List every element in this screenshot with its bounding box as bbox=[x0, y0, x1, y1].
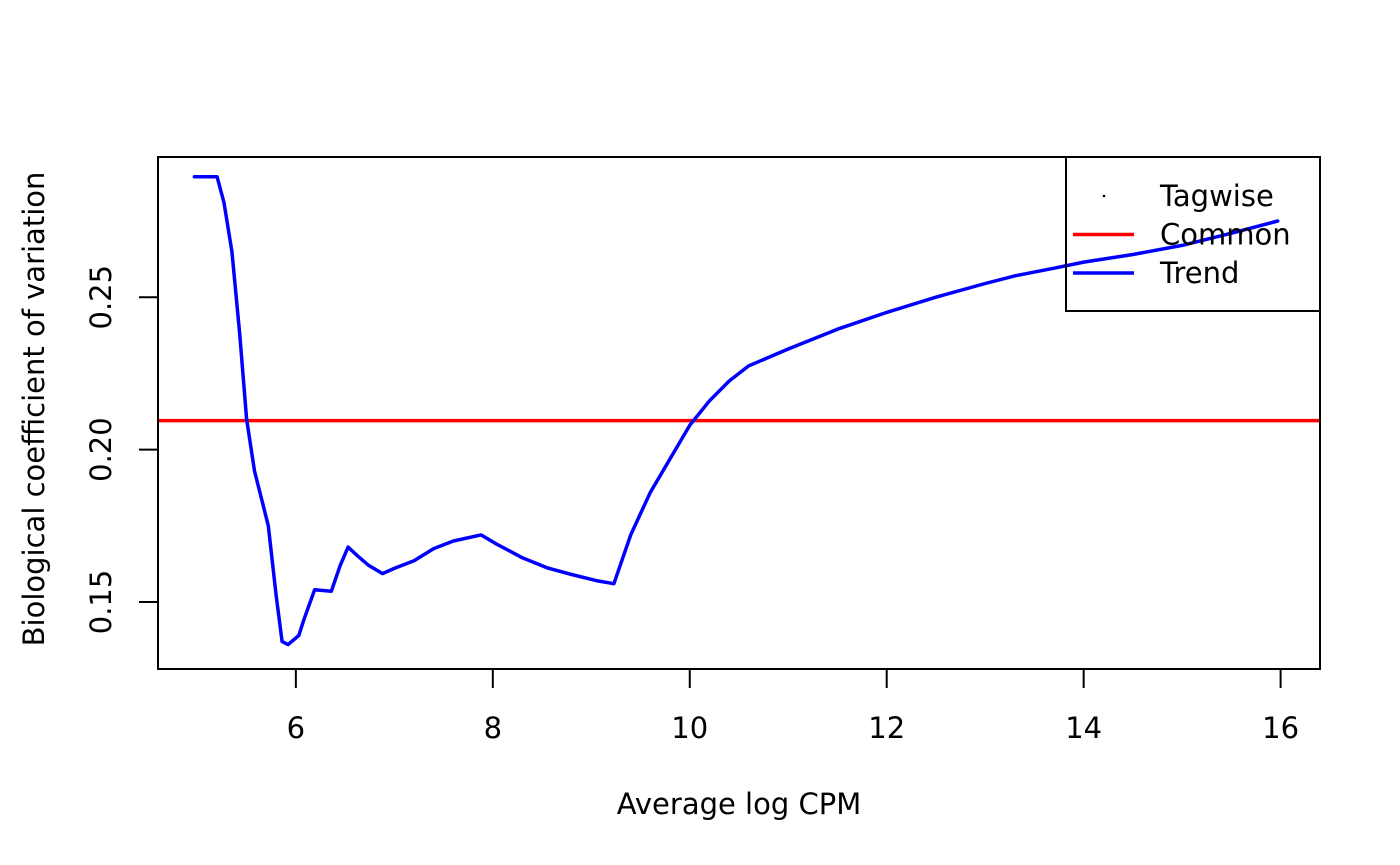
x-tick-label: 14 bbox=[1065, 711, 1102, 745]
legend-tagwise-marker bbox=[1102, 194, 1106, 198]
x-tick-label: 12 bbox=[868, 711, 905, 745]
y-tick-label: 0.20 bbox=[84, 417, 118, 482]
y-tick-label: 0.15 bbox=[84, 570, 118, 635]
trend-line bbox=[192, 175, 1280, 647]
x-axis-title: Average log CPM bbox=[617, 787, 862, 821]
x-tick-label: 16 bbox=[1262, 711, 1299, 745]
x-tick-label: 8 bbox=[484, 711, 502, 745]
x-tick-label: 6 bbox=[287, 711, 305, 745]
legend: Tagwise Common Trend bbox=[1065, 156, 1321, 312]
legend-trend-label: Trend bbox=[1159, 256, 1239, 290]
y-axis-title: Biological coefficient of variation bbox=[17, 172, 51, 647]
legend-common-label: Common bbox=[1160, 218, 1291, 252]
plot-marks bbox=[158, 175, 1320, 647]
y-tick-label: 0.25 bbox=[84, 265, 118, 330]
legend-box bbox=[1065, 156, 1321, 312]
x-axis: 6 8 10 12 14 16 bbox=[287, 668, 1299, 745]
legend-tagwise-label: Tagwise bbox=[1159, 179, 1274, 213]
x-tick-label: 10 bbox=[671, 711, 708, 745]
y-axis: 0.15 0.20 0.25 bbox=[84, 265, 159, 635]
